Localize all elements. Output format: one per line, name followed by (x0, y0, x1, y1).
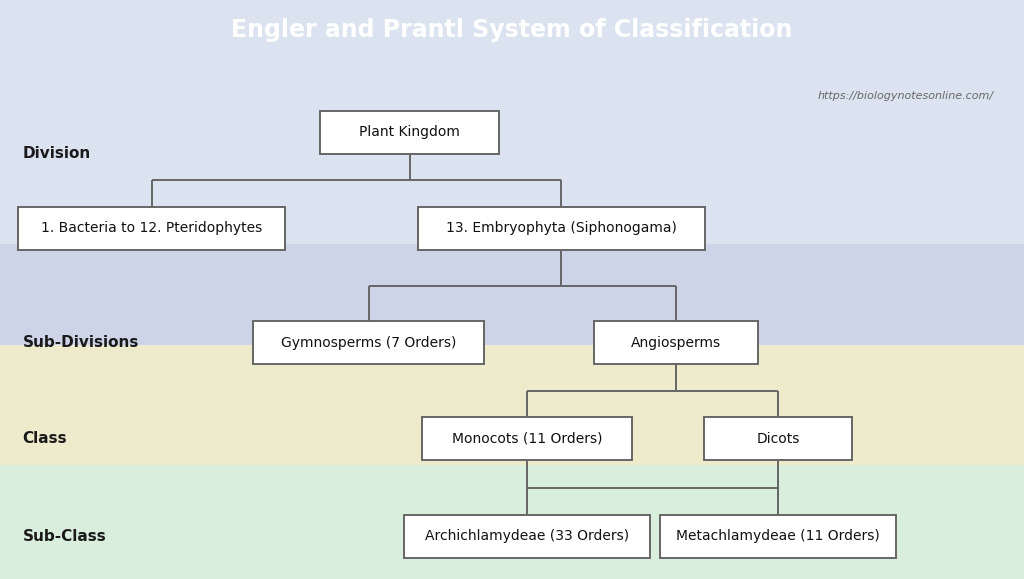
FancyBboxPatch shape (705, 417, 852, 460)
Text: Engler and Prantl System of Classification: Engler and Prantl System of Classificati… (231, 18, 793, 42)
Text: Sub-Class: Sub-Class (23, 529, 106, 544)
FancyBboxPatch shape (254, 321, 484, 364)
FancyBboxPatch shape (660, 515, 896, 558)
FancyBboxPatch shape (422, 417, 632, 460)
Text: Plant Kingdom: Plant Kingdom (359, 125, 460, 140)
Text: 13. Embryophyta (Siphonogama): 13. Embryophyta (Siphonogama) (445, 221, 677, 236)
Text: Division: Division (23, 146, 91, 160)
FancyBboxPatch shape (418, 207, 705, 250)
Text: Angiosperms: Angiosperms (631, 336, 721, 350)
Text: Sub-Divisions: Sub-Divisions (23, 335, 139, 350)
FancyBboxPatch shape (319, 111, 500, 153)
Text: Metachlamydeae (11 Orders): Metachlamydeae (11 Orders) (677, 529, 880, 544)
Text: https://biologynotesonline.com/: https://biologynotesonline.com/ (817, 91, 993, 101)
Text: Class: Class (23, 431, 68, 446)
Text: Gymnosperms (7 Orders): Gymnosperms (7 Orders) (281, 336, 457, 350)
Bar (0, 60, 1024, 244)
Text: Monocots (11 Orders): Monocots (11 Orders) (453, 432, 602, 446)
FancyBboxPatch shape (594, 321, 758, 364)
Text: Dicots: Dicots (757, 432, 800, 446)
Bar (0, 244, 1024, 345)
Text: Archichlamydeae (33 Orders): Archichlamydeae (33 Orders) (425, 529, 630, 544)
FancyBboxPatch shape (404, 515, 650, 558)
Text: 1. Bacteria to 12. Pteridophytes: 1. Bacteria to 12. Pteridophytes (41, 221, 262, 236)
Bar (0, 465, 1024, 579)
FancyBboxPatch shape (18, 207, 285, 250)
Bar (0, 345, 1024, 465)
